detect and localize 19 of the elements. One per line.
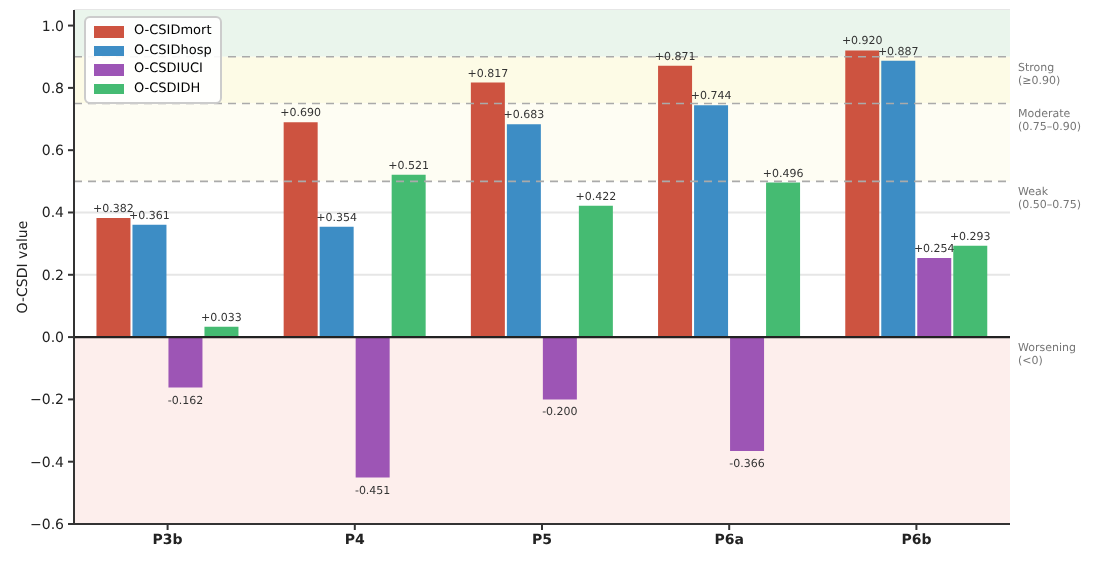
bar [881, 60, 916, 338]
bar [658, 65, 693, 338]
bar [470, 82, 505, 338]
bar [953, 245, 988, 338]
bar [506, 124, 541, 338]
bar [766, 182, 801, 338]
bar [355, 337, 390, 478]
bar [694, 105, 729, 338]
bar [96, 218, 131, 338]
bar [132, 224, 167, 338]
bar [578, 205, 613, 338]
bar [730, 337, 765, 452]
bar [542, 337, 577, 400]
bar [391, 174, 426, 338]
bar [168, 337, 203, 388]
bar [283, 122, 318, 338]
bar [917, 257, 952, 338]
bar [319, 226, 354, 338]
bar [845, 50, 880, 338]
